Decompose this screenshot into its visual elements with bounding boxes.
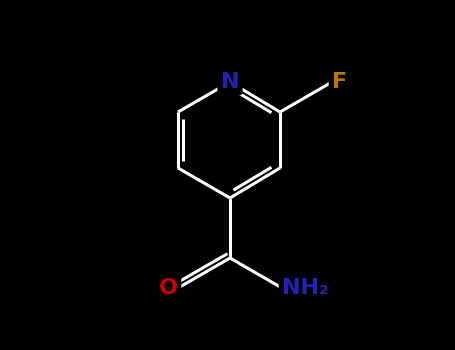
Text: N: N (221, 72, 239, 92)
Text: O: O (159, 278, 178, 298)
Text: NH₂: NH₂ (282, 278, 329, 298)
Text: O: O (159, 278, 178, 298)
Text: N: N (221, 72, 239, 92)
Text: NH₂: NH₂ (282, 278, 329, 298)
Text: F: F (332, 72, 347, 92)
Text: F: F (332, 72, 347, 92)
